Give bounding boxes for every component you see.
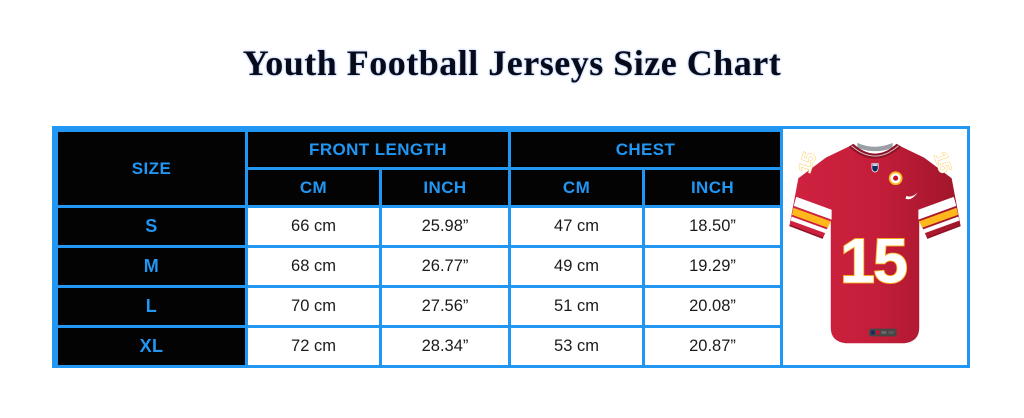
table-row: XL 72 cm 28.34” 53 cm 20.87”	[55, 325, 784, 368]
size-label-s: S	[55, 205, 248, 248]
table-row: S 66 cm 25.98” 47 cm 18.50”	[55, 205, 784, 248]
cell-front-length-cm: 70 cm	[245, 285, 382, 328]
jersey-inner-collar	[857, 142, 893, 152]
cell-front-length-inch: 28.34”	[378, 325, 512, 368]
cell-chest-cm: 47 cm	[508, 205, 646, 248]
cell-front-length-cm: 66 cm	[245, 205, 382, 248]
cell-chest-cm: 53 cm	[508, 325, 646, 368]
right-sleeve-stripes	[918, 196, 960, 237]
jersey-graphic: 15 15 15	[789, 142, 961, 344]
size-chart: SIZE FRONT LENGTH CHEST CM INCH CM INCH …	[52, 126, 970, 368]
header-chest-inch: INCH	[642, 167, 784, 208]
chest-number: 15	[840, 226, 907, 296]
size-label-xl: XL	[55, 325, 248, 368]
jersey-collar	[848, 143, 902, 159]
swoosh-icon	[905, 192, 918, 200]
cell-front-length-inch: 26.77”	[378, 245, 512, 288]
cell-front-length-cm: 72 cm	[245, 325, 382, 368]
size-label-l: L	[55, 285, 248, 328]
page-title: Youth Football Jerseys Size Chart	[242, 43, 782, 83]
header-chest-cm: CM	[508, 167, 646, 208]
team-patch-icon	[888, 171, 903, 186]
header-front-length-inch: INCH	[378, 167, 512, 208]
cell-chest-inch: 19.29”	[642, 245, 784, 288]
header-chest: CHEST	[508, 129, 784, 170]
cell-front-length-inch: 25.98”	[378, 205, 512, 248]
jersey-body	[789, 146, 961, 344]
header-size: SIZE	[55, 129, 248, 208]
cell-chest-inch: 20.08”	[642, 285, 784, 328]
cell-front-length-inch: 27.56”	[378, 285, 512, 328]
header-front-length: FRONT LENGTH	[244, 129, 512, 170]
cell-chest-cm: 51 cm	[508, 285, 646, 328]
cell-front-length-cm: 68 cm	[245, 245, 382, 288]
size-table: SIZE FRONT LENGTH CHEST CM INCH CM INCH …	[55, 129, 784, 368]
cell-chest-inch: 18.50”	[642, 205, 784, 248]
left-sleeve-stripes	[790, 196, 832, 237]
table-row: L 70 cm 27.56” 51 cm 20.08”	[55, 285, 784, 328]
jersey-product-image: 15 15 15	[783, 129, 967, 365]
cell-chest-inch: 20.87”	[642, 325, 784, 368]
table-row: M 68 cm 26.77” 49 cm 19.29”	[55, 245, 784, 288]
size-label-m: M	[55, 245, 248, 288]
header-front-length-cm: CM	[245, 167, 382, 208]
cell-chest-cm: 49 cm	[508, 245, 646, 288]
jock-tag	[869, 328, 897, 337]
nfl-shield-icon	[871, 163, 879, 173]
